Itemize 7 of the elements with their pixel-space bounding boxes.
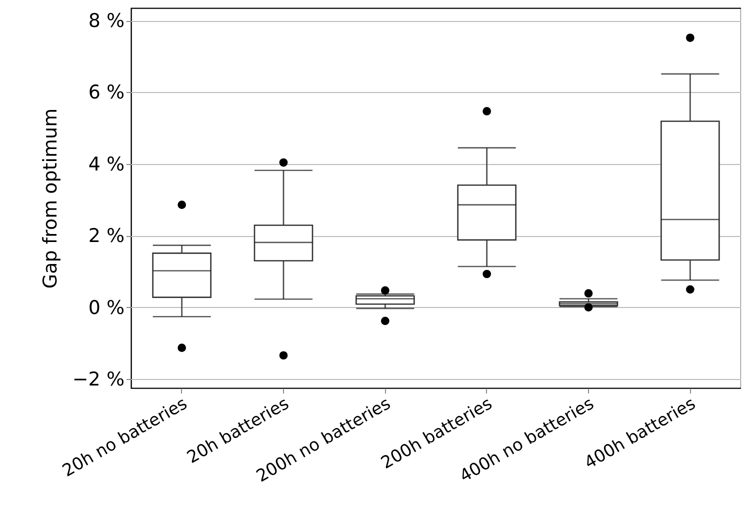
y-tick-label: 0 % xyxy=(88,296,124,319)
y-tick-label: 2 % xyxy=(88,225,124,248)
y-tick-label: 8 % xyxy=(88,10,124,32)
y-tick-label: 4 % xyxy=(88,153,124,176)
y-tick-label: −2 % xyxy=(72,368,124,391)
y-axis-title: Gap from optimum xyxy=(39,108,62,289)
y-tick-label: 6 % xyxy=(88,82,124,104)
